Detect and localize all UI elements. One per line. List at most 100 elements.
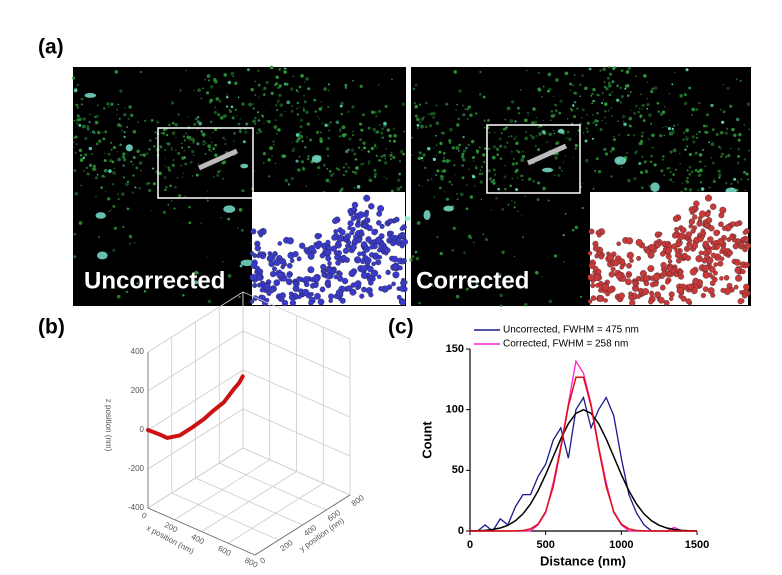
speck bbox=[324, 123, 328, 127]
speck bbox=[91, 130, 95, 134]
particle bbox=[347, 225, 352, 231]
speck bbox=[350, 148, 354, 152]
speck bbox=[683, 101, 688, 106]
speck bbox=[224, 143, 227, 146]
speck bbox=[611, 91, 614, 94]
speck bbox=[213, 110, 217, 115]
particle bbox=[377, 254, 383, 260]
blob bbox=[443, 205, 454, 212]
speck bbox=[548, 299, 553, 304]
speck bbox=[532, 107, 536, 111]
speck bbox=[184, 162, 188, 166]
speck bbox=[337, 168, 341, 171]
speck bbox=[221, 161, 224, 165]
speck bbox=[688, 172, 692, 176]
speck bbox=[504, 164, 507, 167]
speck bbox=[471, 139, 475, 144]
speck bbox=[483, 126, 486, 129]
speck bbox=[691, 107, 696, 112]
speck bbox=[418, 103, 422, 106]
z-tick-label: 400 bbox=[131, 347, 145, 356]
speck bbox=[685, 136, 689, 141]
speck bbox=[554, 109, 558, 113]
particle bbox=[734, 267, 741, 274]
speck bbox=[414, 114, 418, 118]
speck bbox=[299, 125, 303, 128]
speck bbox=[167, 142, 171, 146]
legend-label: Uncorrected, FWHM = 475 nm bbox=[503, 325, 639, 336]
speck bbox=[679, 94, 684, 98]
particle bbox=[701, 230, 707, 236]
particle bbox=[384, 247, 391, 254]
speck bbox=[296, 113, 300, 116]
speck bbox=[299, 134, 304, 139]
speck bbox=[591, 102, 594, 105]
particle bbox=[713, 262, 718, 267]
speck bbox=[160, 132, 163, 135]
grid-line bbox=[219, 462, 327, 511]
speck bbox=[276, 102, 279, 104]
speck bbox=[112, 145, 117, 150]
speck bbox=[303, 94, 305, 97]
speck bbox=[341, 133, 346, 138]
speck bbox=[611, 80, 615, 84]
particle bbox=[608, 271, 615, 278]
speck bbox=[668, 166, 671, 170]
particle bbox=[711, 245, 717, 251]
particle bbox=[729, 235, 735, 240]
speck bbox=[538, 132, 542, 136]
particle bbox=[309, 291, 314, 297]
particle bbox=[390, 240, 397, 247]
y-tick-label: 800 bbox=[350, 493, 367, 508]
speck bbox=[148, 147, 151, 151]
particle bbox=[268, 253, 276, 261]
particle bbox=[398, 233, 403, 238]
speck bbox=[152, 182, 156, 186]
speck bbox=[514, 120, 517, 123]
speck bbox=[340, 112, 344, 116]
speck bbox=[379, 159, 382, 162]
speck bbox=[420, 156, 424, 160]
particle bbox=[635, 238, 643, 246]
speck bbox=[743, 124, 746, 126]
speck bbox=[737, 181, 740, 184]
particle bbox=[279, 292, 286, 299]
particle bbox=[250, 228, 257, 235]
speck bbox=[111, 183, 115, 186]
speck bbox=[148, 139, 152, 143]
speck bbox=[603, 147, 607, 151]
particle bbox=[371, 269, 379, 277]
speck bbox=[718, 176, 721, 179]
particle bbox=[400, 259, 405, 265]
speck bbox=[124, 107, 126, 109]
speck bbox=[438, 186, 442, 190]
speck bbox=[418, 151, 422, 155]
speck bbox=[533, 120, 538, 125]
particle bbox=[661, 270, 667, 276]
speck bbox=[699, 168, 703, 173]
speck bbox=[574, 225, 579, 230]
speck bbox=[572, 104, 575, 107]
speck bbox=[323, 123, 325, 125]
particle bbox=[289, 258, 295, 264]
particle bbox=[648, 243, 656, 251]
speck bbox=[385, 148, 387, 150]
speck bbox=[616, 84, 619, 88]
speck bbox=[639, 139, 644, 143]
speck bbox=[455, 146, 460, 150]
speck bbox=[651, 87, 655, 91]
grid-line bbox=[242, 291, 351, 340]
speck bbox=[173, 185, 177, 189]
particle bbox=[342, 247, 350, 254]
particle bbox=[741, 292, 748, 299]
speck bbox=[686, 176, 689, 180]
particle bbox=[337, 271, 343, 277]
speck bbox=[319, 137, 323, 141]
speck bbox=[718, 173, 722, 177]
speck bbox=[646, 103, 650, 106]
speck bbox=[710, 157, 713, 159]
speck bbox=[565, 213, 567, 215]
z-tick-label: -400 bbox=[128, 503, 145, 512]
particle bbox=[594, 253, 599, 259]
speck bbox=[186, 135, 191, 140]
